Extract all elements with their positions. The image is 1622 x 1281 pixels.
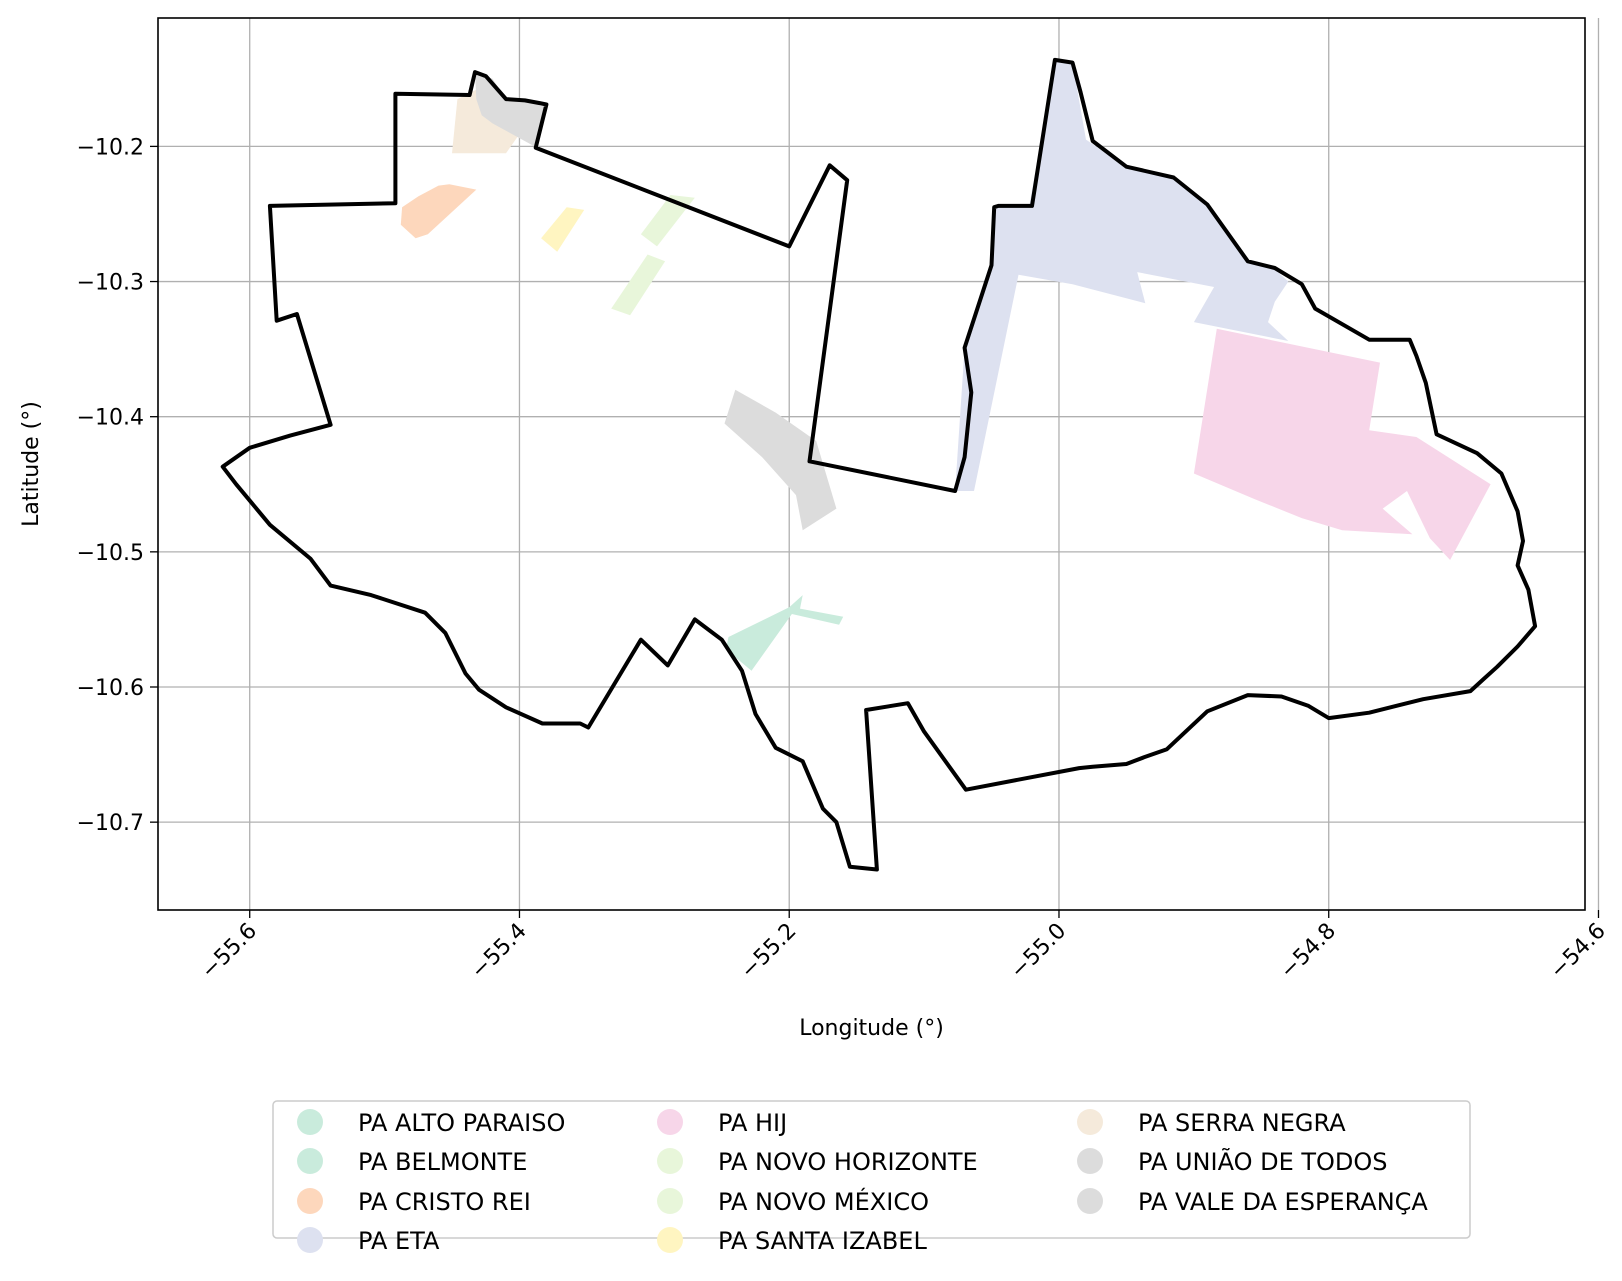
legend-label-8: PA SERRA NEGRA: [1138, 1109, 1346, 1137]
legend-marker-2: [297, 1188, 323, 1214]
legend-label-3: PA ETA: [358, 1227, 440, 1255]
legend-marker-8: [1077, 1109, 1103, 1135]
y-tick-label-0: −10.2: [77, 135, 144, 160]
legend-marker-7: [657, 1227, 683, 1253]
legend-label-5: PA NOVO HORIZONTE: [718, 1148, 978, 1176]
region-0-polygon-0: [725, 595, 844, 671]
x-tick-label-1: −55.4: [466, 919, 531, 984]
region-7-polygon-0: [541, 207, 585, 252]
y-tick-label-2: −10.4: [77, 406, 144, 431]
plot-frame: [157, 17, 1586, 911]
legend-label-6: PA NOVO MÉXICO: [718, 1187, 929, 1216]
legend-box: [272, 1100, 1471, 1239]
legend-marker-6: [657, 1188, 683, 1214]
region-2-polygon-0: [400, 184, 477, 239]
region-6-polygon-0: [611, 254, 666, 316]
region-9-polygon-0: [475, 72, 547, 148]
legend-marker-1: [297, 1148, 323, 1174]
x-tick-label-3: −55.0: [1006, 919, 1071, 984]
y-tick-label-3: −10.5: [77, 541, 144, 566]
legend-label-1: PA BELMONTE: [358, 1148, 527, 1176]
legend-label-4: PA HIJ: [718, 1109, 787, 1137]
boundary-outline: [220, 57, 1538, 872]
y-tick-label-5: −10.7: [77, 811, 144, 836]
legend-marker-4: [657, 1109, 683, 1135]
legend: PA ALTO PARAISO PA BELMONTE PA CRISTO REI P…: [272, 1100, 1471, 1255]
x-tick-label-0: −55.6: [197, 919, 262, 984]
y-axis-label: Latitude (°): [19, 401, 44, 527]
x-tick-label-2: −55.2: [736, 919, 801, 984]
legend-marker-10: [1077, 1188, 1103, 1214]
municipality-boundary: [220, 57, 1538, 872]
legend-label-7: PA SANTA IZABEL: [718, 1227, 927, 1255]
legend-marker-3: [297, 1227, 323, 1253]
legend-marker-0: [297, 1109, 323, 1135]
x-axis-label: Longitude (°): [799, 1016, 944, 1041]
x-tick-label-5: −54.6: [1545, 919, 1610, 984]
settlement-regions: [400, 61, 1491, 671]
y-tick-label-1: −10.3: [77, 271, 144, 296]
region-4-polygon-0: [1193, 328, 1491, 560]
legend-marker-5: [657, 1148, 683, 1174]
axis-ticks: −55.6 −55.4 −55.2 −55.0 −54.8 −54.6 −10.2 −10.3…: [77, 135, 1611, 984]
legend-label-10: PA VALE DA ESPERANÇA: [1138, 1188, 1428, 1216]
region-5-polygon-0: [640, 195, 695, 247]
x-tick-label-4: −54.8: [1276, 919, 1341, 984]
y-tick-label-4: −10.6: [77, 676, 144, 701]
legend-label-2: PA CRISTO REI: [358, 1188, 531, 1216]
legend-label-9: PA UNIÃO DE TODOS: [1138, 1146, 1388, 1176]
legend-marker-9: [1077, 1148, 1103, 1174]
legend-label-0: PA ALTO PARAISO: [358, 1109, 565, 1137]
region-10-polygon-0: [724, 389, 837, 531]
